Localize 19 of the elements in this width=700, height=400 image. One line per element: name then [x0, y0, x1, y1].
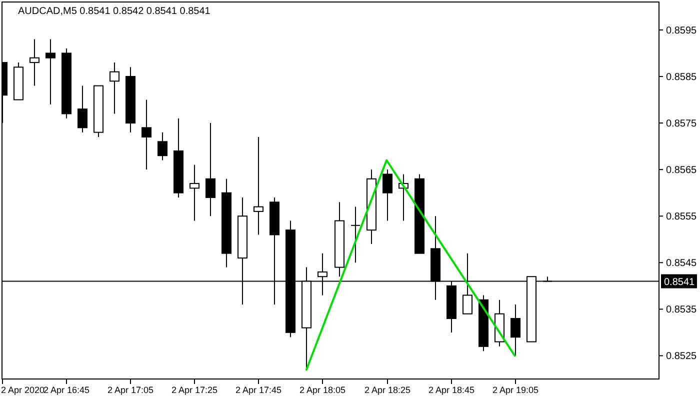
x-tick-label: 2 Apr 2020: [1, 385, 45, 395]
x-tick-label: 2 Apr 18:45: [428, 385, 475, 395]
x-tick-label: 2 Apr 19:05: [492, 385, 539, 395]
x-tick-label: 2 Apr 17:25: [171, 385, 218, 395]
y-tick-label: 0.8595: [666, 25, 698, 36]
x-tick-label: 2 Apr 17:05: [107, 385, 154, 395]
y-tick-label: 0.8555: [666, 212, 698, 223]
x-tick-label: 2 Apr 18:25: [364, 385, 411, 395]
y-tick-label: 0.8535: [666, 304, 698, 316]
chart-title: AUDCAD,M5 0.8541 0.8542 0.8541 0.8541: [18, 6, 211, 17]
x-tick-label: 2 Apr 16:45: [43, 385, 90, 395]
y-tick-label: 0.8565: [666, 165, 698, 176]
x-tick-label: 2 Apr 18:05: [299, 385, 346, 395]
x-tick-label: 2 Apr 17:45: [235, 385, 282, 395]
ref-line-label: 0.8541: [664, 276, 696, 288]
y-tick-label: 0.8525: [666, 351, 698, 362]
y-tick-label: 0.8545: [666, 258, 698, 270]
y-tick-label: 0.8585: [666, 72, 698, 83]
y-tick-label: 0.8575: [666, 118, 698, 130]
